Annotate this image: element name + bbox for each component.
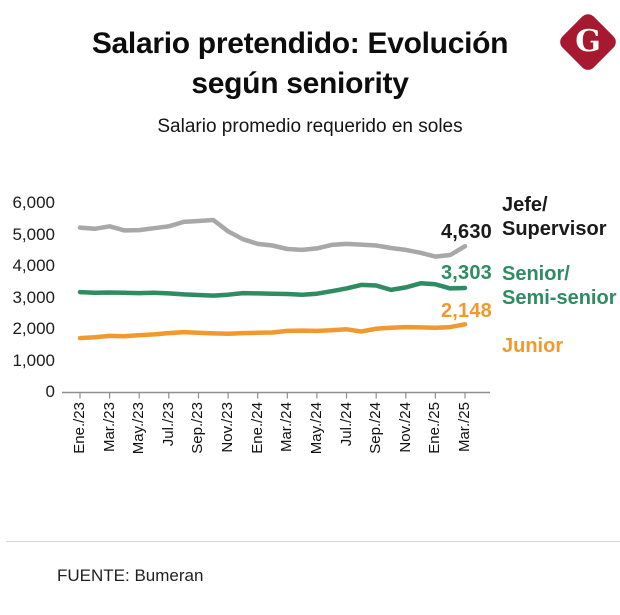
series-line-2 — [77, 322, 468, 341]
y-axis-tick-label: 2,000 — [12, 319, 55, 338]
y-axis-tick-label: 5,000 — [12, 224, 55, 244]
legend-jefe-line2: Supervisor — [502, 218, 607, 240]
x-axis-ticks — [79, 392, 466, 399]
logo-letter: G — [575, 23, 601, 59]
x-axis-tick-label: May./24 — [307, 402, 325, 455]
y-axis-tick-label: 3,000 — [12, 287, 55, 307]
value-label-junior: 2,148 — [440, 300, 492, 322]
legend-junior: Junior — [502, 334, 563, 358]
legend-senior-line1: Senior/ — [502, 263, 570, 285]
x-axis-tick-label: Jul./24 — [337, 402, 355, 447]
y-axis-tick-label: 0 — [45, 382, 55, 401]
chart-title-line2: según seniority — [191, 67, 409, 100]
chart-title-line1: Salario pretendido: Evolución — [91, 27, 509, 60]
x-axis-tick-label: Ene./25 — [426, 402, 444, 454]
chart-title: Salario pretendido: Evolución según seni… — [20, 24, 580, 104]
x-axis-tick-label: Mar./24 — [278, 402, 296, 453]
legend-jefe-supervisor: Jefe/ Supervisor — [502, 193, 606, 241]
x-axis-tick-label: Sep./24 — [367, 402, 385, 454]
x-axis-tick-label: Jul./23 — [159, 402, 177, 447]
value-label-senior-semisenior: 3,303 — [440, 262, 492, 284]
x-axis-tick-label: Mar./23 — [100, 402, 118, 453]
chart-subtitle: Salario promedio requerido en soles — [157, 116, 463, 137]
x-axis-tick-label: Sep./23 — [189, 402, 207, 454]
x-axis-tick-label: Ene./23 — [71, 402, 88, 454]
x-axis-tick-label: Nov./23 — [219, 402, 237, 453]
y-axis-tick-label: 1,000 — [12, 350, 55, 370]
legend-junior-line1: Junior — [502, 335, 564, 357]
series-line-1 — [77, 281, 468, 298]
x-axis-tick-label: May./23 — [130, 402, 148, 455]
value-label-jefe-supervisor: 4,630 — [440, 221, 492, 243]
gestion-logo: G — [556, 10, 620, 74]
x-axis-tick-label: Nov./24 — [396, 402, 414, 453]
source-text: FUENTE: Bumeran — [57, 566, 204, 585]
y-axis-tick-label: 6,000 — [12, 193, 55, 212]
legend-senior-semisenior: Senior/ Semi-senior — [502, 262, 616, 310]
x-axis-tick-label: Mar./25 — [456, 402, 473, 453]
legend-senior-line2: Semi-senior — [502, 287, 617, 309]
y-axis-tick-label: 4,000 — [12, 256, 55, 275]
legend-jefe-line1: Jefe/ — [502, 194, 548, 216]
footer-divider — [6, 541, 620, 542]
x-axis-tick-label: Ene./24 — [248, 402, 266, 454]
